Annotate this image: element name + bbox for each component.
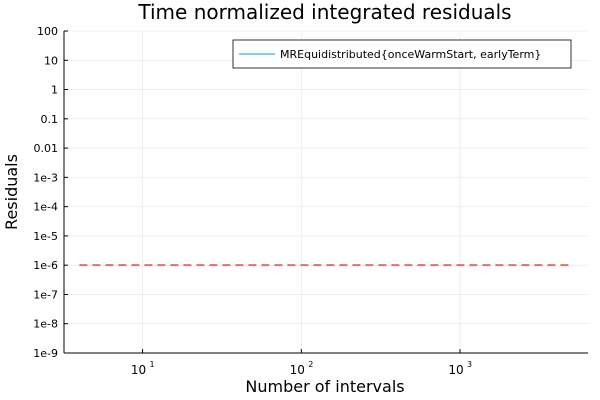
y-tick-labels: 100 10 1 0.1 0.01 1e-3 1e-4 1e-5 1e-6 1e-7 1e-8 1e-… <box>33 25 58 360</box>
y-tick-label: 1e-6 <box>33 259 58 272</box>
y-tick-label: 1e-3 <box>33 171 58 184</box>
x-axis-label: Number of intervals <box>245 377 404 396</box>
y-tick-label: 1e-4 <box>33 201 58 214</box>
x-tick-exponent: 1 <box>150 360 155 369</box>
legend-box <box>232 39 572 69</box>
y-tick-label: 1e-8 <box>33 318 58 331</box>
legend: MREquidistributed{onceWarmStart, earlyTe… <box>232 39 572 69</box>
y-axis-label: Residuals <box>2 154 21 230</box>
y-tick-label: 1 <box>51 84 58 97</box>
x-tick-labels: 10 1 10 2 10 3 <box>131 360 472 377</box>
y-tick-label: 0.01 <box>34 142 59 155</box>
y-tick-label: 0.1 <box>41 113 59 126</box>
y-tick-label: 1e-9 <box>33 347 58 360</box>
chart-title: Time normalized integrated residuals <box>137 0 511 24</box>
y-tick-label: 10 <box>44 54 58 67</box>
legend-label: MREquidistributed{onceWarmStart, earlyTe… <box>280 48 541 61</box>
x-tick-label: 10 <box>131 363 146 377</box>
x-tick-label: 10 <box>448 363 463 377</box>
y-tick-label: 100 <box>37 25 58 38</box>
axes <box>63 30 588 354</box>
x-tick-exponent: 3 <box>467 360 472 369</box>
x-tick-exponent: 2 <box>308 360 313 369</box>
y-tick-label: 1e-5 <box>33 230 58 243</box>
y-tick-label: 1e-7 <box>33 288 58 301</box>
x-tick-label: 10 <box>290 363 305 377</box>
